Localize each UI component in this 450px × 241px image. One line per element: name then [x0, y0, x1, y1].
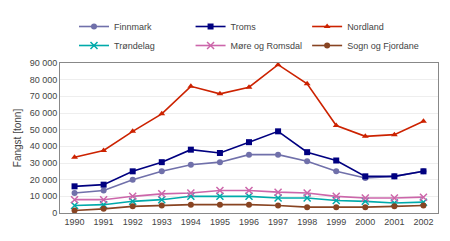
svg-text:Fangst [tonn]: Fangst [tonn] — [12, 109, 23, 168]
svg-text:1999: 1999 — [326, 217, 346, 227]
svg-text:Sogn og Fjordane: Sogn og Fjordane — [347, 41, 419, 51]
svg-text:0: 0 — [52, 208, 57, 218]
svg-text:1993: 1993 — [152, 217, 172, 227]
svg-text:Møre og Romsdal: Møre og Romsdal — [231, 41, 303, 51]
svg-text:Nordland: Nordland — [347, 22, 384, 32]
svg-text:30 000: 30 000 — [30, 158, 58, 168]
svg-text:80 000: 80 000 — [30, 75, 58, 85]
svg-text:90 000: 90 000 — [30, 58, 58, 68]
svg-text:70 000: 70 000 — [30, 91, 58, 101]
svg-text:1990: 1990 — [65, 217, 85, 227]
svg-text:1998: 1998 — [297, 217, 317, 227]
svg-text:20 000: 20 000 — [30, 175, 58, 185]
svg-text:2001: 2001 — [384, 217, 404, 227]
svg-text:1992: 1992 — [123, 217, 143, 227]
svg-text:1994: 1994 — [181, 217, 201, 227]
svg-text:Troms: Troms — [231, 22, 257, 32]
svg-text:1991: 1991 — [94, 217, 114, 227]
svg-text:1995: 1995 — [210, 217, 230, 227]
svg-text:10 000: 10 000 — [30, 191, 58, 201]
svg-text:2000: 2000 — [355, 217, 375, 227]
svg-text:Finnmark: Finnmark — [114, 22, 152, 32]
svg-text:Trøndelag: Trøndelag — [114, 41, 155, 51]
svg-text:60 000: 60 000 — [30, 108, 58, 118]
svg-text:2002: 2002 — [413, 217, 433, 227]
svg-text:1996: 1996 — [239, 217, 259, 227]
svg-text:40 000: 40 000 — [30, 141, 58, 151]
svg-text:50 000: 50 000 — [30, 125, 58, 135]
svg-text:1997: 1997 — [268, 217, 288, 227]
